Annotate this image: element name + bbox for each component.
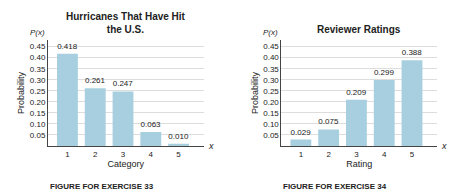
svg-text:0.30: 0.30 xyxy=(30,76,46,85)
svg-text:P(x): P(x) xyxy=(30,28,45,37)
svg-text:0.40: 0.40 xyxy=(30,53,46,62)
svg-text:0.388: 0.388 xyxy=(402,48,423,57)
svg-text:0.247: 0.247 xyxy=(113,79,134,88)
svg-text:2: 2 xyxy=(326,150,331,159)
svg-text:0.10: 0.10 xyxy=(30,120,46,129)
svg-text:0.10: 0.10 xyxy=(263,120,279,129)
svg-text:0.418: 0.418 xyxy=(57,42,78,51)
svg-text:FIGURE FOR EXERCISE 33: FIGURE FOR EXERCISE 33 xyxy=(50,182,154,191)
svg-text:0.15: 0.15 xyxy=(30,109,46,118)
svg-text:0.261: 0.261 xyxy=(85,76,106,85)
svg-text:0.30: 0.30 xyxy=(263,76,279,85)
svg-text:0.45: 0.45 xyxy=(263,42,279,51)
svg-text:x: x xyxy=(441,141,447,151)
svg-text:0.45: 0.45 xyxy=(30,42,46,51)
svg-text:0.20: 0.20 xyxy=(30,98,46,107)
svg-text:Hurricanes That Have Hitthe U.: Hurricanes That Have Hitthe U.S. xyxy=(66,11,186,35)
svg-text:FIGURE FOR EXERCISE 34: FIGURE FOR EXERCISE 34 xyxy=(283,182,387,191)
svg-text:5: 5 xyxy=(410,150,415,159)
svg-text:0.010: 0.010 xyxy=(168,132,189,141)
svg-text:3: 3 xyxy=(354,150,359,159)
svg-text:0.25: 0.25 xyxy=(30,87,46,96)
svg-text:0.029: 0.029 xyxy=(291,128,312,137)
svg-text:1: 1 xyxy=(65,150,70,159)
svg-text:0.20: 0.20 xyxy=(263,98,279,107)
svg-text:Rating: Rating xyxy=(346,159,372,169)
svg-text:0.25: 0.25 xyxy=(263,87,279,96)
svg-text:0.35: 0.35 xyxy=(30,65,46,74)
svg-text:0.075: 0.075 xyxy=(318,117,339,126)
svg-text:3: 3 xyxy=(121,150,126,159)
svg-text:0.40: 0.40 xyxy=(263,53,279,62)
svg-text:Probability: Probability xyxy=(16,71,26,114)
svg-text:4: 4 xyxy=(382,150,387,159)
svg-text:4: 4 xyxy=(149,150,154,159)
svg-text:2: 2 xyxy=(93,150,98,159)
svg-text:0.05: 0.05 xyxy=(263,131,279,140)
svg-text:x: x xyxy=(208,141,214,151)
svg-text:Probability: Probability xyxy=(250,71,260,114)
svg-text:0.05: 0.05 xyxy=(30,131,46,140)
svg-text:5: 5 xyxy=(176,150,181,159)
svg-text:0.209: 0.209 xyxy=(346,88,367,97)
svg-text:0.299: 0.299 xyxy=(374,68,395,77)
svg-text:Reviewer Ratings: Reviewer Ratings xyxy=(317,24,401,35)
svg-text:Category: Category xyxy=(108,159,145,169)
svg-text:P(x): P(x) xyxy=(263,28,278,37)
svg-text:1: 1 xyxy=(299,150,304,159)
svg-text:0.15: 0.15 xyxy=(263,109,279,118)
svg-text:0.063: 0.063 xyxy=(141,120,162,129)
svg-text:0.35: 0.35 xyxy=(263,65,279,74)
